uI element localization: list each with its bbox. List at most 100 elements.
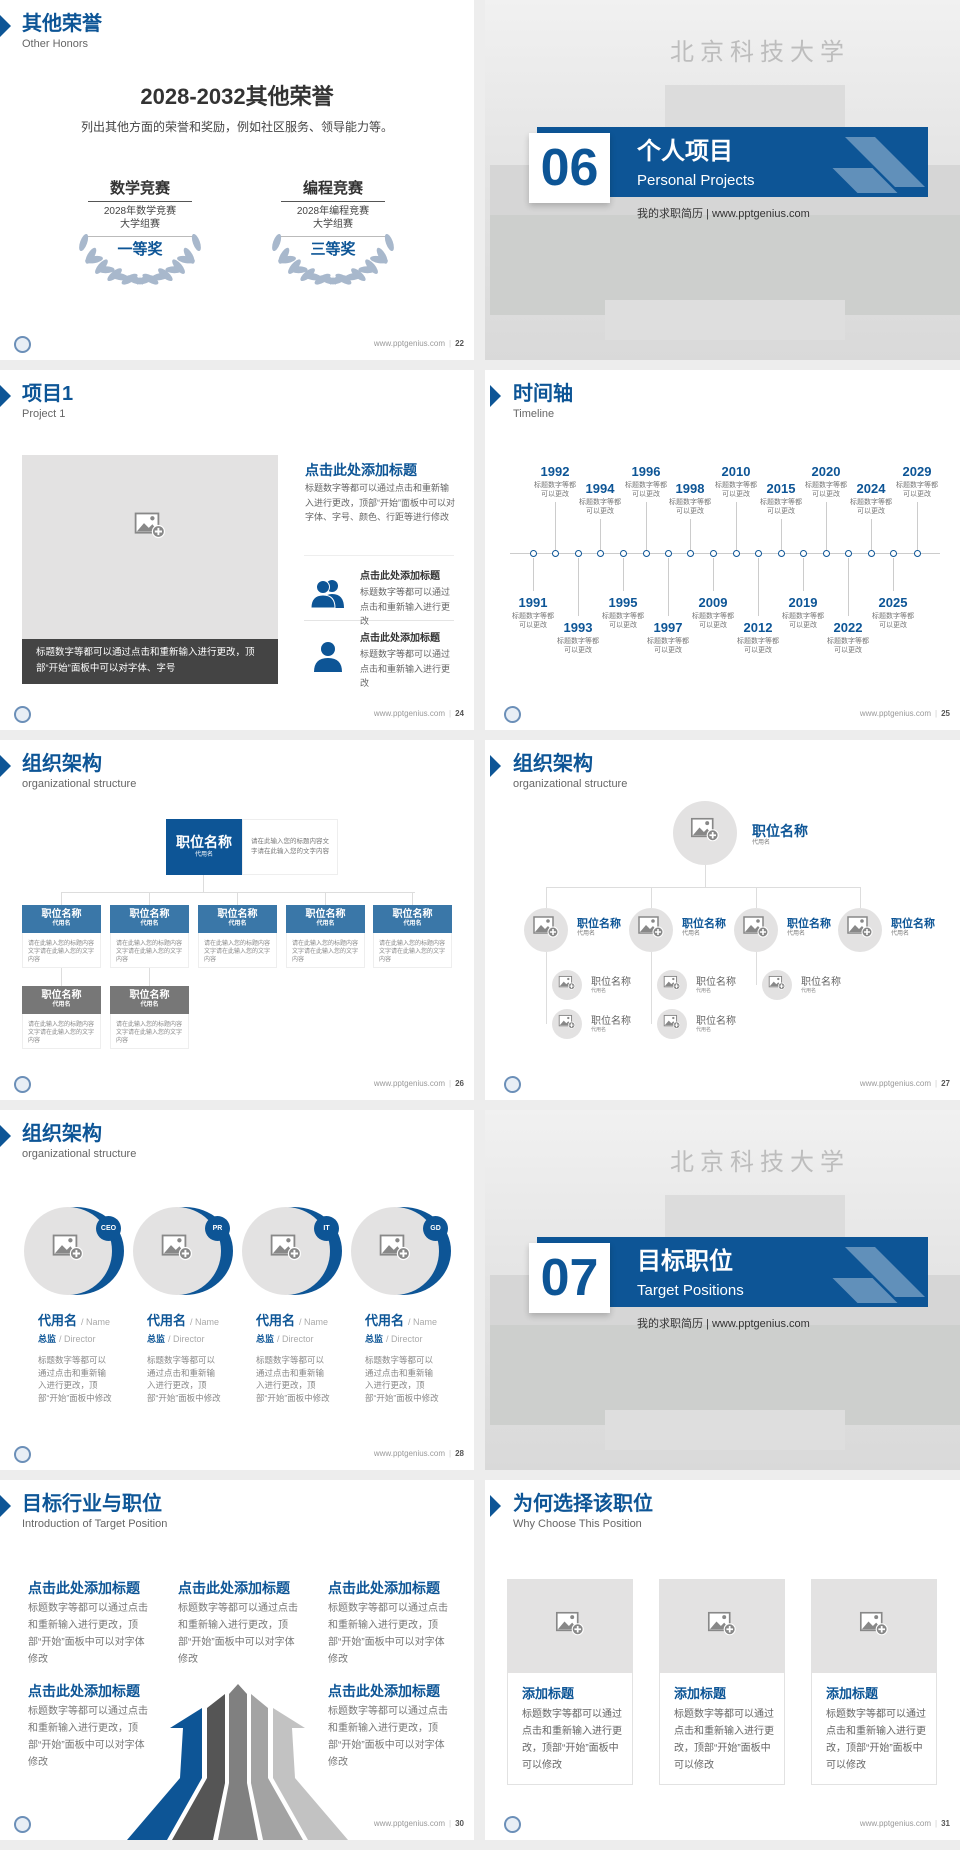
top-position-box[interactable]: 职位名称 代用名 — [166, 819, 242, 875]
footer-url[interactable]: www.pptgenius.com — [859, 709, 932, 718]
timeline-node[interactable] — [664, 549, 672, 557]
timeline-node[interactable] — [822, 549, 830, 557]
users-icon — [310, 578, 345, 610]
member-role: 总监 / Director — [365, 1332, 423, 1345]
image-placeholder-icon[interactable] — [558, 976, 576, 994]
award-divider — [281, 201, 385, 202]
timeline-node[interactable] — [889, 549, 897, 557]
block-title[interactable]: 点击此处添加标题 — [328, 1683, 440, 1699]
image-placeholder[interactable] — [508, 1580, 632, 1673]
avatar-placeholder[interactable] — [734, 908, 778, 952]
position-header[interactable]: 职位名称 代用名 — [22, 986, 101, 1014]
avatar-placeholder[interactable] — [657, 970, 687, 1000]
footer-url[interactable]: www.pptgenius.com — [373, 1079, 446, 1088]
timeline-node[interactable] — [551, 549, 559, 557]
timeline-node[interactable] — [642, 549, 650, 557]
avatar-placeholder[interactable] — [657, 1009, 687, 1039]
image-placeholder-icon[interactable] — [638, 916, 664, 943]
timeline-node[interactable] — [596, 549, 604, 557]
footer-url[interactable]: www.pptgenius.com — [373, 1449, 446, 1458]
timeline-node[interactable] — [799, 549, 807, 557]
position-header[interactable]: 职位名称 代用名 — [198, 905, 277, 933]
image-placeholder-icon[interactable] — [847, 916, 873, 943]
slide-subtitle: organizational structure — [22, 778, 137, 790]
block-title[interactable]: 点击此处添加标题 — [28, 1683, 140, 1699]
footer-url[interactable]: www.pptgenius.com — [373, 709, 446, 718]
avatar-placeholder[interactable] — [673, 801, 737, 865]
university-logo — [14, 1816, 31, 1833]
image-placeholder-icon[interactable] — [134, 512, 165, 545]
timeline-text: 标题数字等都可以更改 — [872, 613, 914, 629]
image-placeholder-icon[interactable] — [379, 1234, 410, 1268]
image-placeholder[interactable] — [660, 1580, 784, 1673]
timeline-node[interactable] — [867, 549, 875, 557]
laurel-leaf — [85, 255, 103, 264]
image-placeholder-icon[interactable] — [555, 1611, 585, 1642]
role-badge: IT — [314, 1216, 339, 1241]
timeline-node[interactable] — [844, 549, 852, 557]
image-placeholder-icon[interactable] — [707, 1611, 737, 1642]
avatar-placeholder[interactable] — [552, 970, 582, 1000]
position-header[interactable]: 职位名称 代用名 — [110, 905, 189, 933]
avatar-placeholder[interactable] — [524, 908, 568, 952]
position-header[interactable]: 职位名称 代用名 — [22, 905, 101, 933]
member-description: 标题数字等都可以通过点击和重新输入进行更改，顶部“开始”面板中修改 — [38, 1355, 112, 1403]
timeline-node[interactable] — [529, 549, 537, 557]
slide-footer: www.pptgenius.com | 26 — [374, 1079, 464, 1089]
block-title[interactable]: 点击此处添加标题 — [178, 1580, 290, 1596]
award-divider — [88, 236, 192, 237]
position-header[interactable]: 职位名称 代用名 — [110, 986, 189, 1014]
image-placeholder-icon[interactable] — [768, 976, 786, 994]
timeline-node[interactable] — [732, 549, 740, 557]
avatar-placeholder[interactable] — [838, 908, 882, 952]
main-text: 标题数字等都可以通过点击和重新输入进行更改，顶部“开始”面板中可以对字体、字号、… — [305, 483, 455, 522]
avatar-placeholder[interactable] — [133, 1207, 221, 1295]
timeline-node[interactable] — [754, 549, 762, 557]
slide-title: 目标行业与职位 — [22, 1493, 162, 1515]
image-placeholder-icon[interactable] — [533, 916, 559, 943]
card-text: 标题数字等都可以通过点击和重新输入进行更改，顶部“开始”面板中可以修改 — [826, 1709, 926, 1771]
timeline-node[interactable] — [777, 549, 785, 557]
laurel-leaf — [289, 266, 308, 274]
footer-url[interactable]: www.pptgenius.com — [859, 1079, 932, 1088]
member-name-cn: 代用名 — [38, 1313, 78, 1328]
avatar-placeholder[interactable] — [762, 970, 792, 1000]
timeline-node[interactable] — [686, 549, 694, 557]
timeline-node[interactable] — [619, 549, 627, 557]
footer-url[interactable]: www.pptgenius.com — [373, 339, 446, 348]
page-number: 28 — [455, 1449, 464, 1458]
member-name-cn: 代用名 — [365, 1313, 405, 1328]
image-placeholder-icon[interactable] — [270, 1234, 301, 1268]
university-logo — [504, 1076, 521, 1093]
section-subtitle: Personal Projects — [637, 172, 755, 189]
university-logo — [504, 706, 521, 723]
position-header[interactable]: 职位名称 代用名 — [286, 905, 365, 933]
avatar-placeholder[interactable] — [629, 908, 673, 952]
image-placeholder[interactable] — [812, 1580, 936, 1673]
card-text: 标题数字等都可以通过点击和重新输入进行更改，顶部“开始”面板中可以修改 — [522, 1709, 622, 1771]
block-title[interactable]: 点击此处添加标题 — [328, 1580, 440, 1596]
image-placeholder-icon[interactable] — [161, 1234, 192, 1268]
position-name: 职位名称 — [752, 823, 808, 839]
image-placeholder-icon[interactable] — [52, 1234, 84, 1268]
image-placeholder-icon[interactable] — [743, 916, 769, 943]
award-divider — [281, 236, 385, 237]
image-placeholder-icon[interactable] — [690, 818, 720, 848]
footer-url[interactable]: www.pptgenius.com — [373, 1819, 446, 1828]
timeline-node[interactable] — [574, 549, 582, 557]
image-placeholder-icon[interactable] — [859, 1611, 889, 1642]
image-placeholder-icon[interactable] — [663, 976, 681, 994]
timeline-node[interactable] — [709, 549, 717, 557]
timeline-node[interactable] — [913, 549, 921, 557]
image-placeholder-icon[interactable] — [663, 1015, 681, 1033]
avatar-placeholder[interactable] — [552, 1009, 582, 1039]
block-title[interactable]: 点击此处添加标题 — [28, 1580, 140, 1596]
university-logo — [14, 336, 31, 353]
footer-url[interactable]: www.pptgenius.com — [859, 1819, 932, 1828]
image-placeholder-icon[interactable] — [558, 1015, 576, 1033]
position-header[interactable]: 职位名称 代用名 — [373, 905, 452, 933]
trees — [490, 1325, 960, 1425]
member-description: 标题数字等都可以通过点击和重新输入进行更改，顶部“开始”面板中修改 — [256, 1355, 330, 1403]
timeline-year: 2015 — [766, 481, 796, 496]
timeline-stem — [668, 558, 669, 616]
